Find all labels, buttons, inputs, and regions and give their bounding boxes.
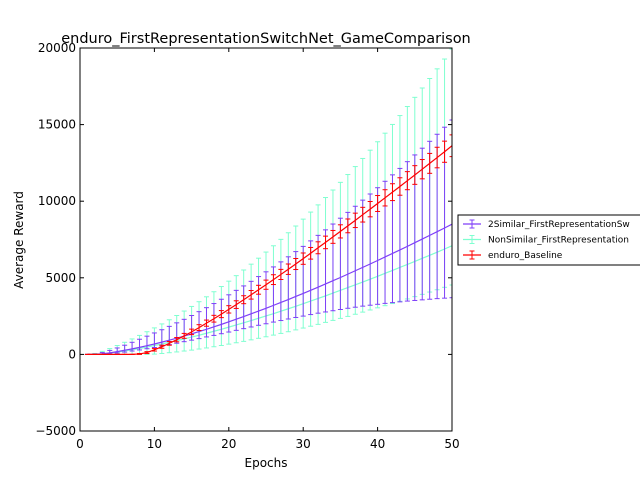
legend: 2Similar_FirstRepresentationSw NonSimilar… bbox=[457, 214, 640, 266]
series-2 bbox=[84, 48, 452, 355]
x-tick-label: 30 bbox=[296, 437, 311, 451]
series-group bbox=[84, 48, 452, 355]
x-tick-label: 40 bbox=[370, 437, 385, 451]
y-tick-label: 15000 bbox=[38, 118, 76, 132]
legend-label: NonSimilar_FirstRepresentation bbox=[488, 236, 629, 246]
legend-box: 2Similar_FirstRepresentationSw NonSimilar… bbox=[457, 214, 640, 266]
y-tick-label: −5000 bbox=[35, 424, 76, 438]
x-tick-label: 0 bbox=[76, 437, 84, 451]
legend-label: 2Similar_FirstRepresentationSw bbox=[488, 220, 630, 230]
series-1 bbox=[84, 119, 452, 355]
legend-entry-2: NonSimilar_FirstRepresentation bbox=[463, 235, 629, 246]
x-tick-label: 10 bbox=[147, 437, 162, 451]
x-tick-label: 50 bbox=[444, 437, 459, 451]
chart-title: enduro_FirstRepresentationSwitchNet_Game… bbox=[61, 31, 471, 47]
series-line bbox=[87, 223, 452, 355]
y-tick-label: 10000 bbox=[38, 194, 76, 208]
legend-frame bbox=[457, 214, 640, 266]
legend-entry-3: enduro_Baseline bbox=[463, 250, 563, 261]
y-tick-label: 20000 bbox=[38, 41, 76, 55]
axes-frame bbox=[79, 47, 453, 432]
x-axis-label: Epochs bbox=[245, 456, 288, 470]
series-line bbox=[87, 245, 452, 355]
y-tick-label: 0 bbox=[68, 347, 76, 361]
x-tick-label: 20 bbox=[221, 437, 236, 451]
legend-label: enduro_Baseline bbox=[488, 251, 563, 261]
y-axis-label: Average Reward bbox=[12, 191, 26, 289]
series-line bbox=[87, 145, 452, 355]
y-tick-label: 5000 bbox=[45, 271, 76, 285]
series-3 bbox=[84, 134, 452, 355]
legend-entry-1: 2Similar_FirstRepresentationSw bbox=[463, 219, 630, 230]
